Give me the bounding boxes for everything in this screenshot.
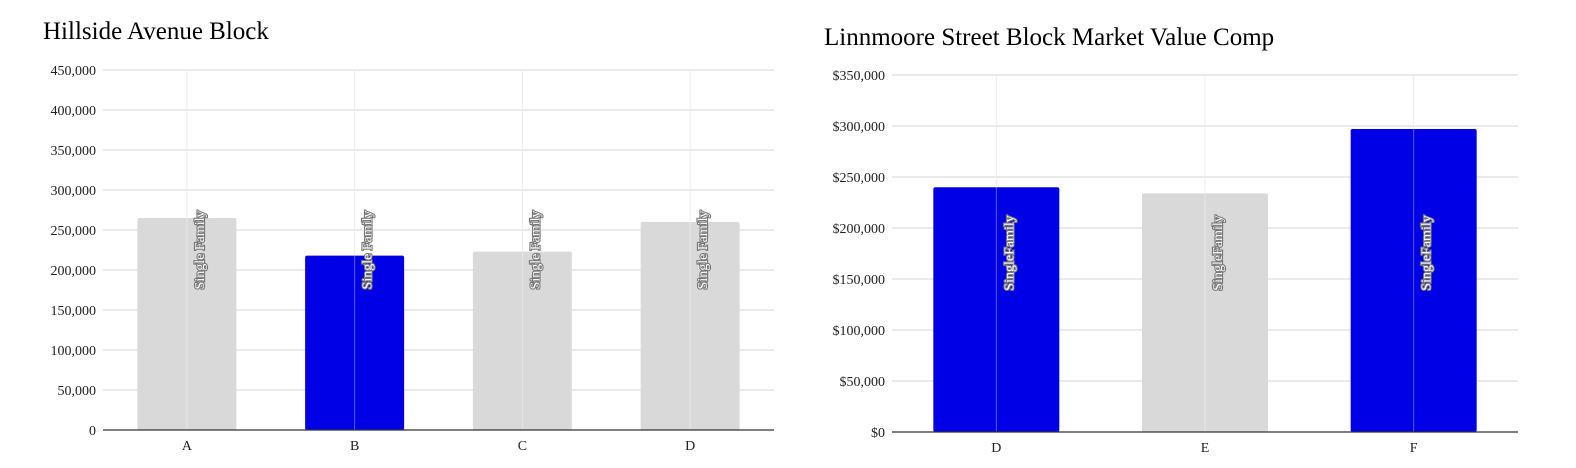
y-tick-label: 400,000 [51, 104, 97, 119]
hillside-chart-plot: 0 50,000 100,000 150,000 200,000 250,000 300,0… [51, 64, 774, 454]
y-tick-label: 450,000 [51, 64, 97, 79]
y-tick-label: 250,000 [51, 224, 97, 239]
bar-b [305, 255, 405, 430]
bar-label: Single Family [696, 211, 711, 290]
chart-title: Linnmoore Street Block Market Value Comp [824, 24, 1275, 51]
bar-c [472, 251, 572, 430]
y-tick-label: $200,000 [833, 222, 886, 237]
bar-f [1350, 129, 1477, 432]
bar-label: Single Family [361, 211, 376, 290]
y-tick-label: $350,000 [833, 69, 886, 84]
y-tick-label: 150,000 [51, 304, 97, 319]
x-category-label: D [991, 441, 1001, 456]
bar-a [137, 218, 237, 430]
bar-label: SingleFamily [1211, 215, 1226, 290]
bar-label: SingleFamily [1002, 215, 1017, 290]
bar-e [1142, 193, 1268, 432]
x-category-label: C [518, 439, 527, 454]
y-tick-label: $250,000 [833, 171, 886, 186]
y-tick-label: 100,000 [51, 344, 97, 359]
y-tick-label: 200,000 [51, 264, 97, 279]
y-tick-label: 0 [89, 424, 96, 439]
x-category-label: F [1410, 441, 1418, 456]
y-tick-label: $150,000 [833, 273, 886, 288]
y-tick-label: $100,000 [833, 324, 886, 339]
x-category-label: E [1201, 441, 1210, 456]
x-category-label: A [182, 439, 193, 454]
chart-title: Hillside Avenue Block [43, 18, 269, 45]
bar-label: Single Family [528, 211, 543, 290]
x-category-label: B [350, 439, 359, 454]
bar-d [933, 187, 1060, 432]
y-tick-label: 300,000 [51, 184, 97, 199]
y-tick-label: $0 [871, 426, 885, 441]
y-tick-label: $50,000 [840, 375, 886, 390]
linnmoore-street-chart: Linnmoore Street Block Market Value Comp… [790, 0, 1576, 468]
hillside-avenue-chart: Hillside Avenue Block 0 50,000 100,000 150,… [43, 18, 774, 454]
y-tick-label: 350,000 [51, 144, 97, 159]
y-tick-label: $300,000 [833, 120, 886, 135]
bar-d [640, 222, 740, 430]
y-tick-label: 50,000 [58, 384, 97, 399]
x-category-label: D [685, 439, 695, 454]
linnmoore-chart-plot: $0 $50,000 $100,000 $150,000 $200,000 $250,00… [833, 69, 1518, 456]
bar-label: Single Family [193, 211, 208, 290]
bar-label: SingleFamily [1420, 215, 1435, 290]
